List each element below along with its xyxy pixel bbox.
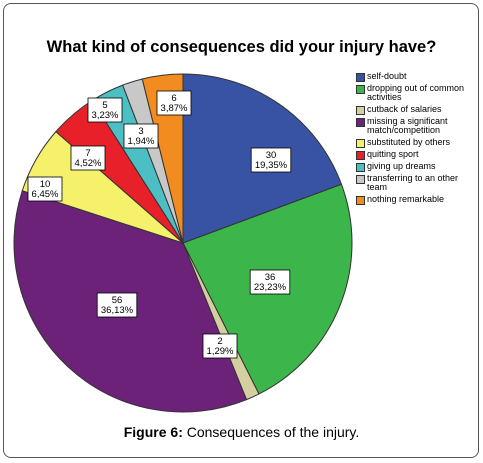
legend-item-2: dropping out of common activities xyxy=(356,84,476,102)
slice-label-8: 31,94% xyxy=(123,123,159,149)
slice-percent: 19,35% xyxy=(255,160,288,171)
slice-label-box xyxy=(249,269,291,295)
slice-percent: 3,23% xyxy=(92,110,119,121)
slice-percent: 6,45% xyxy=(32,189,59,200)
legend-item-3: cutback of salaries xyxy=(356,104,476,115)
legend-label: substituted by others xyxy=(367,137,451,147)
legend-swatch xyxy=(356,163,365,172)
legend-swatch xyxy=(356,151,365,160)
legend-item-1: self-doubt xyxy=(356,71,476,82)
caption-text: Consequences of the injury. xyxy=(182,424,360,440)
legend-label: cutback of salaries xyxy=(367,104,442,114)
slice-label-7: 53,23% xyxy=(87,97,123,123)
slice-count: 36 xyxy=(265,272,276,283)
slice-label-box xyxy=(87,97,123,123)
pie-slice-9 xyxy=(141,73,184,244)
legend-label: nothing remarkable xyxy=(367,194,445,204)
chart-legend: self-doubt dropping out of common activit… xyxy=(356,72,476,207)
legend-swatch xyxy=(356,175,365,184)
slice-label-box xyxy=(70,145,106,171)
slice-label-box xyxy=(27,176,63,202)
slice-label-box xyxy=(123,123,159,149)
slice-label-9: 63,87% xyxy=(156,90,192,116)
slice-percent: 1,29% xyxy=(207,346,234,357)
legend-swatch xyxy=(356,73,365,82)
slice-count: 10 xyxy=(40,179,51,190)
legend-label: self-doubt xyxy=(367,71,407,81)
legend-swatch xyxy=(356,85,365,94)
legend-label: missing a significant match/competition xyxy=(367,116,448,135)
caption-prefix: Figure 6: xyxy=(123,424,183,440)
slice-count: 7 xyxy=(85,148,90,159)
legend-item-4: missing a significant match/competition xyxy=(356,117,476,135)
legend-item-7: giving up dreams xyxy=(356,161,476,172)
slice-count: 56 xyxy=(112,295,123,306)
legend-label: transferring to an other team xyxy=(367,173,459,192)
chart-title: What kind of consequences did your injur… xyxy=(46,38,437,56)
slice-label-box xyxy=(156,90,192,116)
legend-swatch xyxy=(356,139,365,148)
slice-label-box xyxy=(250,147,292,173)
legend-item-5: substituted by others xyxy=(356,137,476,148)
slice-percent: 3,87% xyxy=(161,103,188,114)
slice-percent: 23,23% xyxy=(254,282,287,293)
figure-caption: Figure 6: Consequences of the injury. xyxy=(0,424,483,440)
legend-swatch xyxy=(356,196,365,205)
slice-label-5: 106,45% xyxy=(27,176,63,202)
legend-label: dropping out of common activities xyxy=(367,83,465,102)
legend-item-8: transferring to an other team xyxy=(356,174,476,192)
slice-percent: 1,94% xyxy=(128,136,155,147)
legend-label: giving up dreams xyxy=(367,161,436,171)
legend-swatch xyxy=(356,118,365,127)
slice-count: 30 xyxy=(266,150,277,161)
slice-count: 6 xyxy=(171,93,176,104)
slice-count: 3 xyxy=(138,126,143,137)
slice-label-box xyxy=(96,292,138,318)
slice-count: 5 xyxy=(102,100,107,111)
slice-percent: 4,52% xyxy=(75,158,102,169)
legend-item-9: nothing remarkable xyxy=(356,194,476,205)
slice-label-3: 21,29% xyxy=(202,333,238,359)
slice-label-6: 74,52% xyxy=(70,145,106,171)
legend-swatch xyxy=(356,106,365,115)
slice-percent: 36,13% xyxy=(101,305,134,316)
legend-label: quitting sport xyxy=(367,149,419,159)
legend-item-6: quitting sport xyxy=(356,149,476,160)
slice-label-box xyxy=(202,333,238,359)
slice-count: 2 xyxy=(217,336,222,347)
